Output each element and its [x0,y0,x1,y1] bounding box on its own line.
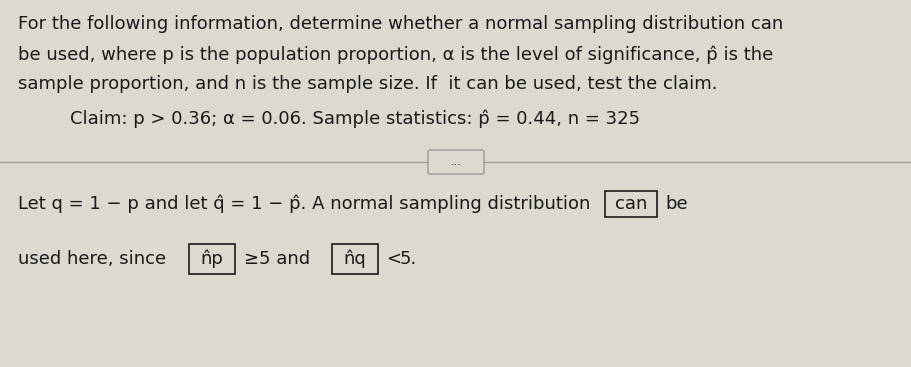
Text: n̂q: n̂q [343,250,366,268]
Text: sample proportion, and n is the sample size. If  it can be used, test the claim.: sample proportion, and n is the sample s… [18,75,717,93]
Text: 5 and: 5 and [259,250,310,268]
Text: be used, where p is the population proportion, α is the level of significance, p: be used, where p is the population propo… [18,45,773,63]
FancyBboxPatch shape [427,150,484,174]
Text: <: < [385,250,401,268]
Text: 5.: 5. [400,250,417,268]
Text: be: be [664,195,687,213]
Text: can: can [614,195,647,213]
Text: used here, since: used here, since [18,250,166,268]
Text: ≥: ≥ [242,250,258,268]
Text: Claim: p > 0.36; α = 0.06. Sample statistics: p̂ = 0.44, n = 325: Claim: p > 0.36; α = 0.06. Sample statis… [70,109,640,127]
FancyBboxPatch shape [604,191,656,217]
Text: Let q = 1 − p and let q̂ = 1 − p̂. A normal sampling distribution: Let q = 1 − p and let q̂ = 1 − p̂. A nor… [18,195,589,213]
Text: For the following information, determine whether a normal sampling distribution : For the following information, determine… [18,15,783,33]
Text: n̂p: n̂p [200,250,223,268]
Text: ...: ... [450,157,461,167]
FancyBboxPatch shape [189,244,235,274]
FancyBboxPatch shape [332,244,377,274]
